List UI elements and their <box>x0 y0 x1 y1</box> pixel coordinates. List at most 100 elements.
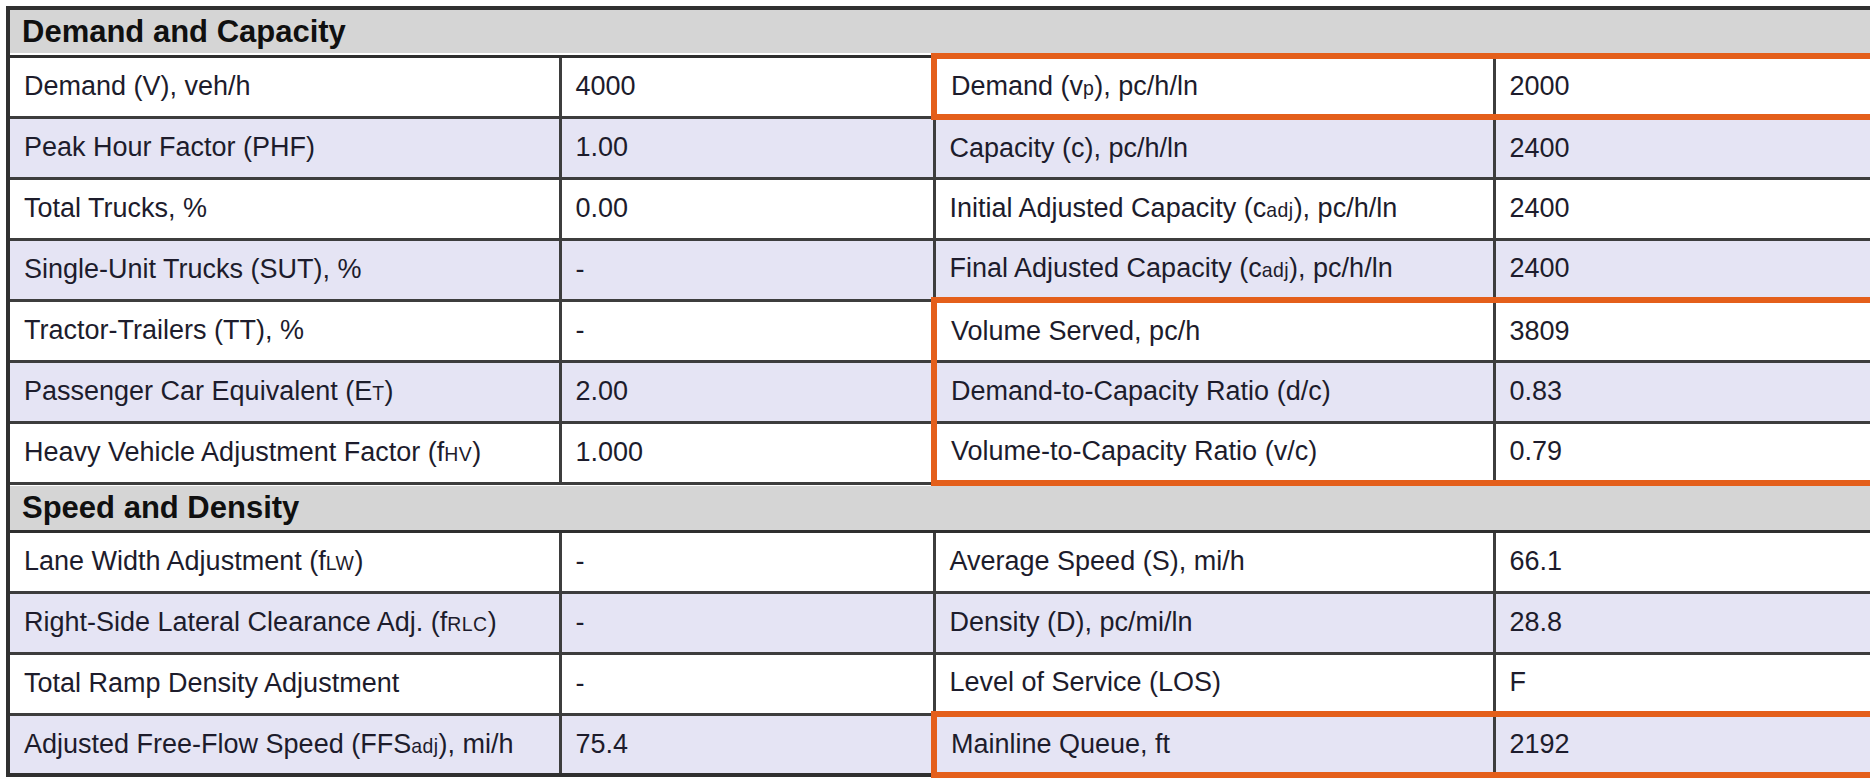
table-row: Heavy Vehicle Adjustment Factor (fHV)1.0… <box>8 422 1870 483</box>
right-value-cell: 2192 <box>1494 714 1870 775</box>
table-row: Passenger Car Equivalent (ET)2.00Demand-… <box>8 361 1870 422</box>
right-value-cell: 2000 <box>1494 56 1870 117</box>
label-text: Level of Service (LOS) <box>950 667 1222 697</box>
label-text: Initial Adjusted Capacity (c <box>950 193 1267 223</box>
table-row: Lane Width Adjustment (fLW)-Average Spee… <box>8 531 1870 592</box>
label-text: Tractor-Trailers (TT), % <box>24 315 304 345</box>
left-value-cell: - <box>560 300 934 361</box>
results-table-body: Demand and Capacity Demand (V), veh/h 4000… <box>8 8 1870 775</box>
left-label-cell: Total Trucks, % <box>8 178 560 239</box>
label-text: Demand (v <box>951 71 1083 101</box>
label-text: ), mi/h <box>439 729 514 759</box>
right-label-cell: Volume-to-Capacity Ratio (v/c) <box>934 422 1494 483</box>
left-value-cell: - <box>560 653 934 714</box>
left-label-cell: Tractor-Trailers (TT), % <box>8 300 560 361</box>
label-text: Density (D), pc/mi/ln <box>950 607 1193 637</box>
label-text: Demand (V), veh/h <box>24 71 251 101</box>
table-row: Total Ramp Density Adjustment -Level of S… <box>8 653 1870 714</box>
label-text: Adjusted Free-Flow Speed (FFS <box>24 729 411 759</box>
right-label-cell: Demand-to-Capacity Ratio (d/c) <box>934 361 1494 422</box>
label-text: Average Speed (S), mi/h <box>950 546 1245 576</box>
left-value-cell: - <box>560 239 934 300</box>
left-label-cell: Lane Width Adjustment (fLW) <box>8 531 560 592</box>
label-text: ), pc/h/ln <box>1294 193 1398 223</box>
label-text: Final Adjusted Capacity (c <box>950 253 1262 283</box>
left-value-cell: 1.00 <box>560 117 934 178</box>
table-row: Peak Hour Factor (PHF) 1.00 Capacity (c), … <box>8 117 1870 178</box>
label-text: Right-Side Lateral Clearance Adj. (f <box>24 607 447 637</box>
right-value-cell: 2400 <box>1494 239 1870 300</box>
label-text: ), pc/h/ln <box>1094 71 1198 101</box>
right-label-cell: Level of Service (LOS) <box>934 653 1494 714</box>
table-row: Adjusted Free-Flow Speed (FFSadj), mi/h7… <box>8 714 1870 775</box>
right-label-cell: Initial Adjusted Capacity (cadj), pc/h/l… <box>934 178 1494 239</box>
left-label-cell: Adjusted Free-Flow Speed (FFSadj), mi/h <box>8 714 560 775</box>
label-text: Volume-to-Capacity Ratio (v/c) <box>951 436 1317 466</box>
label-subscript: T <box>372 382 384 404</box>
left-value-cell: 2.00 <box>560 361 934 422</box>
section-header-row: Speed and Density <box>8 483 1870 531</box>
results-report: Demand and Capacity Demand (V), veh/h 4000… <box>0 0 1870 779</box>
left-label-cell: Peak Hour Factor (PHF) <box>8 117 560 178</box>
label-text: ) <box>385 376 394 406</box>
label-text: Heavy Vehicle Adjustment Factor (f <box>24 437 444 467</box>
label-subscript: adj <box>411 735 438 757</box>
left-label-cell: Demand (V), veh/h <box>8 56 560 117</box>
right-value-cell: 3809 <box>1494 300 1870 361</box>
label-subscript: adj <box>1266 199 1293 221</box>
label-text: Total Ramp Density Adjustment <box>24 668 399 698</box>
right-value-cell: 2400 <box>1494 178 1870 239</box>
label-text: ) <box>488 607 497 637</box>
section-title: Speed and Density <box>8 483 1870 531</box>
label-text: Single-Unit Trucks (SUT), % <box>24 254 362 284</box>
right-label-cell: Density (D), pc/mi/ln <box>934 592 1494 653</box>
label-text: Passenger Car Equivalent (E <box>24 376 372 406</box>
right-value-cell: 66.1 <box>1494 531 1870 592</box>
right-label-cell: Mainline Queue, ft <box>934 714 1494 775</box>
right-label-cell: Volume Served, pc/h <box>934 300 1494 361</box>
label-text: Lane Width Adjustment (f <box>24 546 326 576</box>
table-row: Tractor-Trailers (TT), % -Volume Served, … <box>8 300 1870 361</box>
right-value-cell: 2400 <box>1494 117 1870 178</box>
results-table: Demand and Capacity Demand (V), veh/h 4000… <box>6 6 1870 778</box>
label-subscript: LW <box>326 552 355 574</box>
section-header-row: Demand and Capacity <box>8 8 1870 56</box>
right-value-cell: 28.8 <box>1494 592 1870 653</box>
left-value-cell: 75.4 <box>560 714 934 775</box>
label-text: Capacity (c), pc/h/ln <box>950 133 1189 163</box>
table-row: Single-Unit Trucks (SUT), % -Final Adjust… <box>8 239 1870 300</box>
left-label-cell: Single-Unit Trucks (SUT), % <box>8 239 560 300</box>
label-text: ) <box>354 546 363 576</box>
table-row: Right-Side Lateral Clearance Adj. (fRLC)… <box>8 592 1870 653</box>
left-label-cell: Right-Side Lateral Clearance Adj. (fRLC) <box>8 592 560 653</box>
left-label-cell: Total Ramp Density Adjustment <box>8 653 560 714</box>
label-subscript: HV <box>444 443 472 465</box>
label-text: Total Trucks, % <box>24 193 207 223</box>
label-text: Mainline Queue, ft <box>951 729 1170 759</box>
left-label-cell: Heavy Vehicle Adjustment Factor (fHV) <box>8 422 560 483</box>
section-title: Demand and Capacity <box>8 8 1870 56</box>
label-subscript: p <box>1083 77 1094 99</box>
left-value-cell: 1.000 <box>560 422 934 483</box>
right-value-cell: F <box>1494 653 1870 714</box>
right-value-cell: 0.79 <box>1494 422 1870 483</box>
label-text: Volume Served, pc/h <box>951 316 1200 346</box>
left-value-cell: 0.00 <box>560 178 934 239</box>
left-value-cell: - <box>560 531 934 592</box>
left-value-cell: 4000 <box>560 56 934 117</box>
left-value-cell: - <box>560 592 934 653</box>
label-text: ) <box>472 437 481 467</box>
right-label-cell: Average Speed (S), mi/h <box>934 531 1494 592</box>
right-label-cell: Final Adjusted Capacity (cadj), pc/h/ln <box>934 239 1494 300</box>
table-row: Demand (V), veh/h4000Demand (vp), pc/h/l… <box>8 56 1870 117</box>
label-subscript: adj <box>1262 259 1289 281</box>
table-row: Total Trucks, %0.00Initial Adjusted Capa… <box>8 178 1870 239</box>
right-label-cell: Demand (vp), pc/h/ln <box>934 56 1494 117</box>
label-text: Demand-to-Capacity Ratio (d/c) <box>951 376 1331 406</box>
label-subscript: RLC <box>447 613 487 635</box>
label-text: ), pc/h/ln <box>1289 253 1393 283</box>
left-label-cell: Passenger Car Equivalent (ET) <box>8 361 560 422</box>
label-text: Peak Hour Factor (PHF) <box>24 132 315 162</box>
right-value-cell: 0.83 <box>1494 361 1870 422</box>
right-label-cell: Capacity (c), pc/h/ln <box>934 117 1494 178</box>
